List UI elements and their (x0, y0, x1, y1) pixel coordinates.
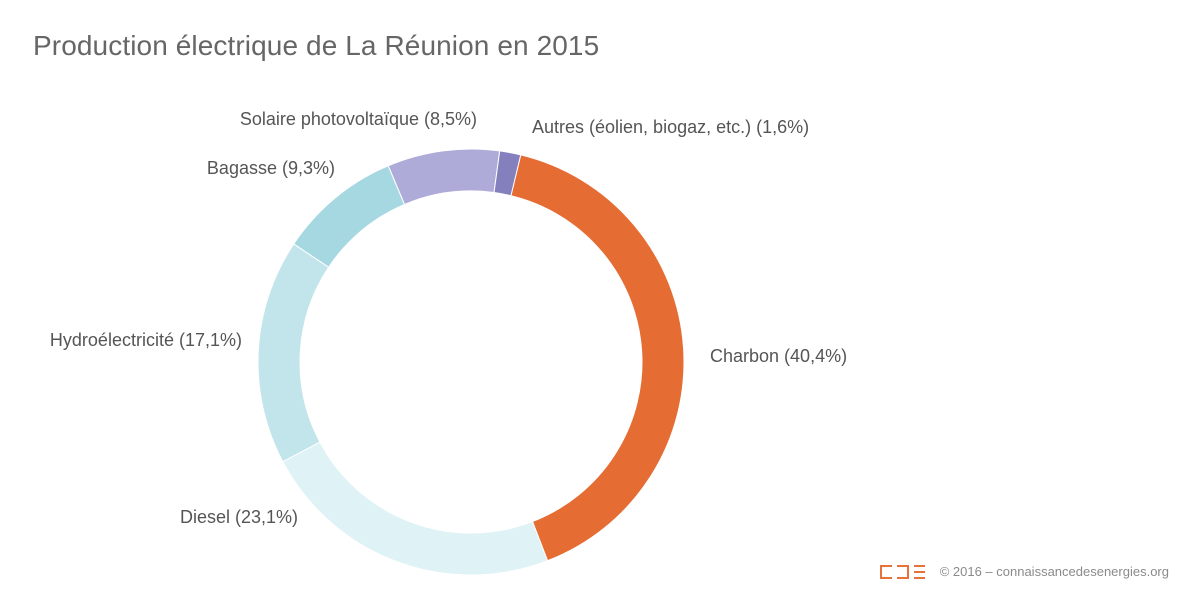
donut-slice-4 (293, 165, 406, 268)
slice-label-4: Bagasse (9,3%) (207, 158, 335, 178)
cde-logo-icon (879, 564, 926, 579)
donut-slice-1 (510, 154, 685, 562)
copyright-text: © 2016 – connaissancedesenergies.org (939, 564, 1169, 579)
donut-slice-5 (387, 148, 501, 206)
donut-slice-6 (493, 150, 522, 197)
slice-label-1: Charbon (40,4%) (710, 346, 847, 366)
donut-slices (257, 148, 685, 576)
slice-label-3: Hydroélectricité (17,1%) (50, 330, 242, 350)
chart-title: Production électrique de La Réunion en 2… (33, 30, 600, 61)
slice-label-6: Autres (éolien, biogaz, etc.) (1,6%) (532, 117, 809, 137)
donut-slice-3 (257, 243, 330, 463)
donut-slice-2 (282, 441, 549, 576)
footer: © 2016 – connaissancedesenergies.org (879, 564, 1169, 579)
slice-labels: Charbon (40,4%) Diesel (23,1%) Hydroélectr… (50, 109, 847, 527)
slice-label-2: Diesel (23,1%) (180, 507, 298, 527)
slice-label-5: Solaire photovoltaïque (8,5%) (240, 109, 477, 129)
